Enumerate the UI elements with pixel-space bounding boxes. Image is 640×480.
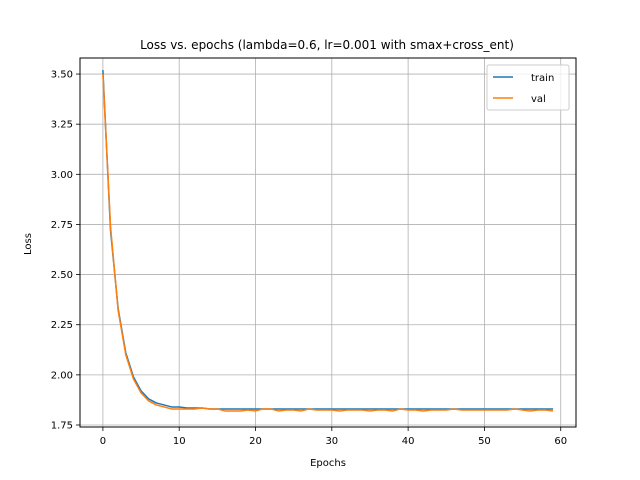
chart-title: Loss vs. epochs (lambda=0.6, lr=0.001 wi… bbox=[140, 38, 514, 52]
series-line-val bbox=[102, 74, 554, 412]
x-axis-ticks: 0 10 20 30 40 50 60 bbox=[100, 427, 567, 447]
legend-box bbox=[486, 64, 570, 111]
y-tick-label: 3.25 bbox=[51, 120, 73, 131]
y-tick-label: 1.75 bbox=[51, 420, 73, 431]
x-tick-label: 50 bbox=[478, 436, 491, 447]
plot-frame bbox=[79, 57, 577, 428]
series-line-train bbox=[102, 69, 554, 410]
x-axis-label: Epochs bbox=[310, 458, 346, 469]
y-tick-label: 2.75 bbox=[51, 220, 73, 231]
legend-label-val: val bbox=[531, 94, 546, 105]
y-tick-label: 3.50 bbox=[51, 70, 73, 81]
gridlines bbox=[80, 58, 576, 427]
x-tick-label: 20 bbox=[249, 436, 262, 447]
y-tick-label: 2.00 bbox=[51, 370, 73, 381]
y-tick-label: 2.50 bbox=[51, 270, 73, 281]
x-tick-label: 10 bbox=[173, 436, 186, 447]
y-axis-ticks: 1.75 2.00 2.25 2.50 2.75 3.00 3.25 3.50 bbox=[51, 70, 80, 431]
y-tick-label: 3.00 bbox=[51, 170, 73, 181]
series-lines bbox=[102, 69, 554, 412]
y-tick-label: 2.25 bbox=[51, 320, 73, 331]
legend: train val bbox=[486, 64, 570, 111]
x-tick-label: 40 bbox=[402, 436, 415, 447]
x-tick-label: 0 bbox=[100, 436, 106, 447]
x-tick-label: 30 bbox=[325, 436, 338, 447]
x-tick-label: 60 bbox=[554, 436, 567, 447]
legend-label-train: train bbox=[531, 73, 554, 84]
y-axis-label: Loss bbox=[23, 233, 34, 255]
